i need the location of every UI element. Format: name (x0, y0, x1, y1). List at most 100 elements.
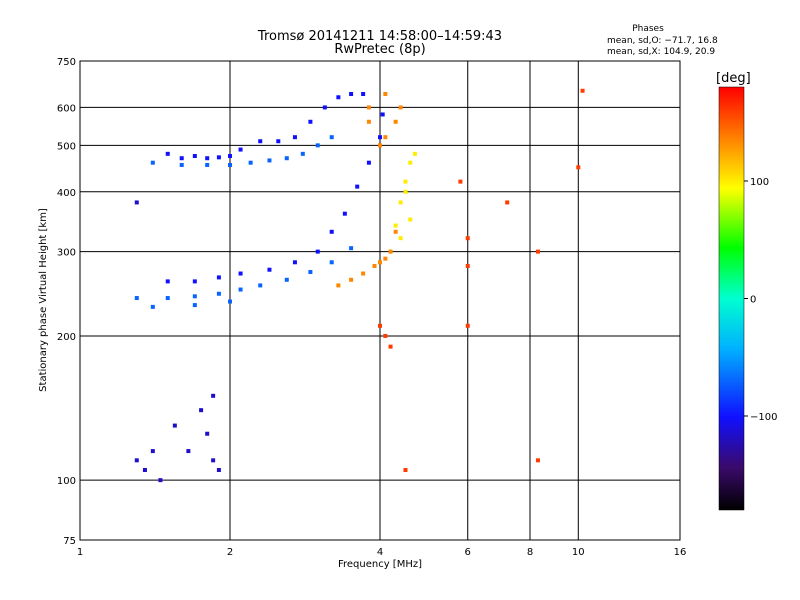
y-axis-label: Stationary phase Virtual Height [km] (38, 208, 49, 392)
y-tick-label: 400 (57, 188, 76, 199)
data-point (336, 283, 341, 288)
data-point (372, 263, 377, 268)
grid-lines (80, 61, 680, 540)
data-point (383, 333, 388, 338)
data-point (366, 119, 371, 124)
colorbar-label: [deg] (716, 71, 751, 86)
data-point (580, 88, 585, 93)
colorbar-tick-label: 0 (750, 295, 756, 306)
data-point (150, 449, 155, 454)
data-point (408, 160, 413, 165)
data-point (388, 344, 393, 349)
data-point (192, 303, 197, 308)
data-point (192, 154, 197, 159)
data-point (292, 260, 297, 265)
data-point (361, 271, 366, 276)
data-point (216, 275, 221, 280)
data-point (216, 468, 221, 473)
y-tick-label: 300 (57, 248, 76, 259)
legend-line-x: mean, sd,X: 104.9, 20.9 (607, 47, 715, 57)
data-point (388, 249, 393, 254)
data-point (322, 105, 327, 110)
data-point (179, 162, 184, 167)
x-tick-labels: 1 2 4 6 8 10 16 (77, 547, 687, 558)
data-point (284, 277, 289, 282)
y-tick-label: 500 (57, 141, 76, 152)
chart-title: Tromsø 20141211 14:58:00–14:59:43 (257, 29, 502, 44)
chart-subtitle: RwPretec (8p) (334, 42, 425, 57)
data-point (465, 263, 470, 268)
x-tick-label: 16 (674, 547, 687, 558)
data-point (134, 296, 139, 301)
data-point (192, 294, 197, 299)
data-point (366, 160, 371, 165)
data-point (378, 323, 382, 328)
data-point (292, 135, 297, 140)
data-point (398, 236, 403, 241)
data-point (276, 139, 281, 144)
data-point (378, 260, 382, 265)
data-point (398, 105, 403, 110)
data-point (576, 165, 581, 170)
y-tick-label: 200 (57, 332, 76, 343)
data-point (150, 304, 155, 309)
data-point (505, 200, 510, 205)
data-point (336, 95, 341, 100)
data-point (186, 449, 191, 454)
x-tick-label: 4 (377, 547, 383, 558)
data-point (258, 283, 263, 288)
data-point (383, 135, 388, 140)
data-point (211, 393, 216, 398)
y-tick-label: 600 (57, 103, 76, 114)
data-point (308, 119, 313, 124)
data-point (205, 162, 210, 167)
data-point (349, 246, 354, 251)
legend-title: Phases (632, 24, 664, 34)
data-point (199, 408, 204, 413)
data-points (134, 88, 585, 483)
data-point (216, 155, 221, 160)
data-point (205, 431, 210, 436)
x-tick-label: 2 (227, 547, 233, 558)
data-point (205, 156, 210, 161)
data-point (329, 260, 334, 265)
data-point (284, 156, 289, 161)
data-point (142, 468, 147, 473)
data-point (403, 189, 408, 194)
data-point (134, 200, 139, 205)
x-tick-label: 6 (465, 547, 471, 558)
data-point (383, 91, 388, 96)
data-point (228, 154, 232, 159)
data-point (403, 179, 408, 184)
data-point (465, 323, 470, 328)
data-point (329, 135, 334, 140)
data-point (315, 143, 320, 148)
data-point (393, 223, 398, 228)
y-tick-label: 75 (63, 536, 76, 547)
data-point (165, 279, 170, 284)
x-tick-label: 8 (527, 547, 533, 558)
y-tick-labels: 75 100 200 300 400 500 600 750 (57, 57, 76, 547)
data-point (300, 151, 305, 156)
data-point (165, 151, 170, 156)
data-point (258, 139, 263, 144)
data-point (267, 267, 272, 272)
colorbar-ticks: 100 0 −100 (744, 177, 777, 423)
data-point (267, 158, 272, 163)
colorbar-tick-label: 100 (750, 177, 769, 188)
data-point (393, 229, 398, 234)
data-point (329, 229, 334, 234)
data-point (172, 423, 177, 428)
data-point (211, 458, 216, 463)
data-point (535, 249, 540, 254)
data-point (216, 291, 221, 296)
data-point (179, 156, 184, 161)
data-point (458, 179, 463, 184)
data-point (393, 119, 398, 124)
data-point (342, 211, 347, 216)
y-tick-label: 100 (57, 476, 76, 487)
data-point (403, 468, 408, 473)
data-point (535, 458, 540, 463)
data-point (248, 160, 253, 165)
